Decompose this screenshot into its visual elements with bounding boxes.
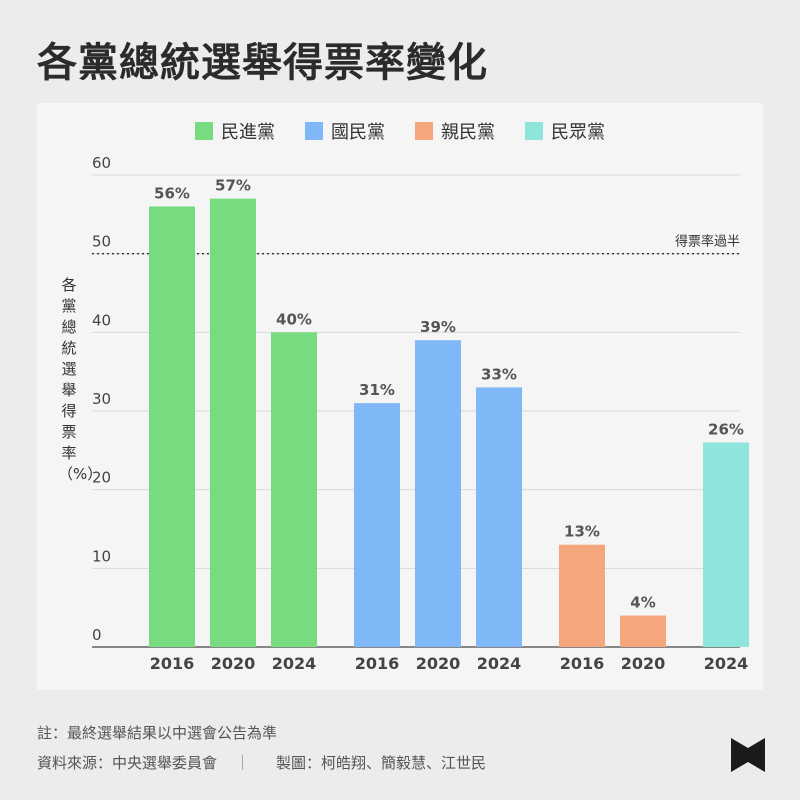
- bar-value-label: 39%: [420, 318, 456, 336]
- y-tick-label: 60: [92, 154, 111, 172]
- x-tick-label: 2024: [704, 654, 749, 673]
- legend-label-dpp: 民進黨: [221, 122, 275, 143]
- legend-label-kmt: 國民黨: [331, 122, 385, 143]
- y-tick-label: 50: [92, 233, 111, 251]
- legend-swatch-dpp: [195, 122, 213, 140]
- chart-title: 各黨總統選舉得票率變化: [37, 40, 488, 86]
- y-tick-label: 0: [92, 626, 102, 644]
- bar-value-label: 26%: [708, 420, 744, 438]
- footer-separator: ｜: [235, 754, 251, 772]
- x-tick-label: 2016: [355, 654, 400, 673]
- bar: [703, 442, 749, 647]
- bar: [476, 387, 522, 647]
- bar-value-label: 13%: [564, 523, 600, 541]
- bar: [354, 403, 400, 647]
- bar-value-label: 4%: [630, 594, 655, 612]
- reference-line-label: 得票率過半: [675, 234, 740, 250]
- legend-swatch-tpp: [525, 122, 543, 140]
- y-tick-label: 10: [92, 547, 111, 565]
- bar-value-label: 33%: [481, 365, 517, 383]
- credit: 製圖：柯皓翔、簡毅慧、江世民: [276, 754, 487, 772]
- legend: 民進黨 國民黨 親民黨 民眾黨: [0, 118, 800, 144]
- legend-label-tpp: 民眾黨: [551, 122, 605, 143]
- bar-value-label: 57%: [215, 177, 251, 195]
- legend-item-tpp: 民眾黨: [525, 118, 605, 144]
- x-tick-label: 2020: [211, 654, 256, 673]
- y-tick-label: 30: [92, 390, 111, 408]
- legend-label-pfp: 親民黨: [441, 122, 495, 143]
- x-tick-label: 2016: [560, 654, 605, 673]
- bar: [271, 332, 317, 647]
- source-line: 資料來源：中央選舉委員會 ｜ 製圖：柯皓翔、簡毅慧、江世民: [37, 752, 486, 773]
- x-tick-label: 2020: [416, 654, 461, 673]
- x-tick-label: 2016: [150, 654, 195, 673]
- bar: [559, 544, 605, 647]
- y-tick-label: 40: [92, 311, 111, 329]
- bar: [620, 615, 666, 647]
- data-source: 資料來源：中央選舉委員會: [37, 754, 218, 772]
- bar-value-label: 31%: [359, 381, 395, 399]
- legend-swatch-pfp: [415, 122, 433, 140]
- publisher-logo-icon: [731, 738, 765, 772]
- legend-swatch-kmt: [305, 122, 323, 140]
- footnote: 註：最終選舉結果以中選會公告為準: [37, 724, 278, 742]
- bar: [415, 340, 461, 647]
- x-tick-label: 2024: [477, 654, 522, 673]
- bar: [210, 198, 256, 647]
- y-axis-label: 各黨總統選舉得票率（%）: [58, 276, 102, 483]
- x-tick-label: 2024: [272, 654, 317, 673]
- y-tick-label: 20: [92, 469, 111, 487]
- x-tick-label: 2020: [621, 654, 666, 673]
- legend-item-pfp: 親民黨: [415, 118, 495, 144]
- bar-value-label: 40%: [276, 310, 312, 328]
- legend-item-dpp: 民進黨: [195, 118, 275, 144]
- bar: [149, 206, 195, 647]
- legend-item-kmt: 國民黨: [305, 118, 385, 144]
- bar-value-label: 56%: [154, 184, 190, 202]
